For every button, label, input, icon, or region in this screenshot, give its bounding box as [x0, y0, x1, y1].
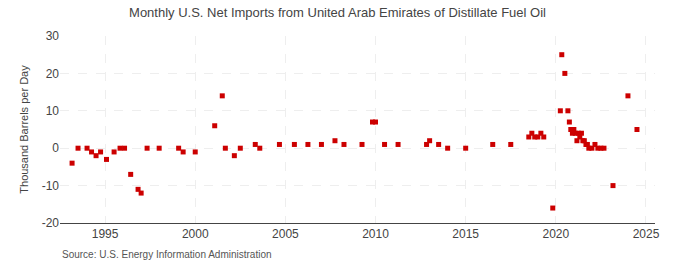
svg-text:2025: 2025 [633, 227, 660, 241]
svg-text:2020: 2020 [542, 227, 569, 241]
svg-text:2015: 2015 [452, 227, 479, 241]
svg-text:Monthly U.S. Net Imports from: Monthly U.S. Net Imports from United Ara… [129, 5, 546, 20]
svg-text:30: 30 [46, 29, 60, 43]
svg-text:-20: -20 [42, 216, 60, 230]
svg-text:Thousand Barrels per Day: Thousand Barrels per Day [18, 65, 30, 194]
svg-text:2000: 2000 [182, 227, 209, 241]
svg-text:20: 20 [46, 67, 60, 81]
svg-text:2010: 2010 [362, 227, 389, 241]
svg-text:Source: U.S. Energy Informatio: Source: U.S. Energy Information Administ… [62, 249, 272, 260]
svg-text:1995: 1995 [92, 227, 119, 241]
svg-text:0: 0 [52, 141, 59, 155]
svg-text:-10: -10 [42, 179, 60, 193]
svg-text:10: 10 [46, 104, 60, 118]
svg-text:2005: 2005 [272, 227, 299, 241]
